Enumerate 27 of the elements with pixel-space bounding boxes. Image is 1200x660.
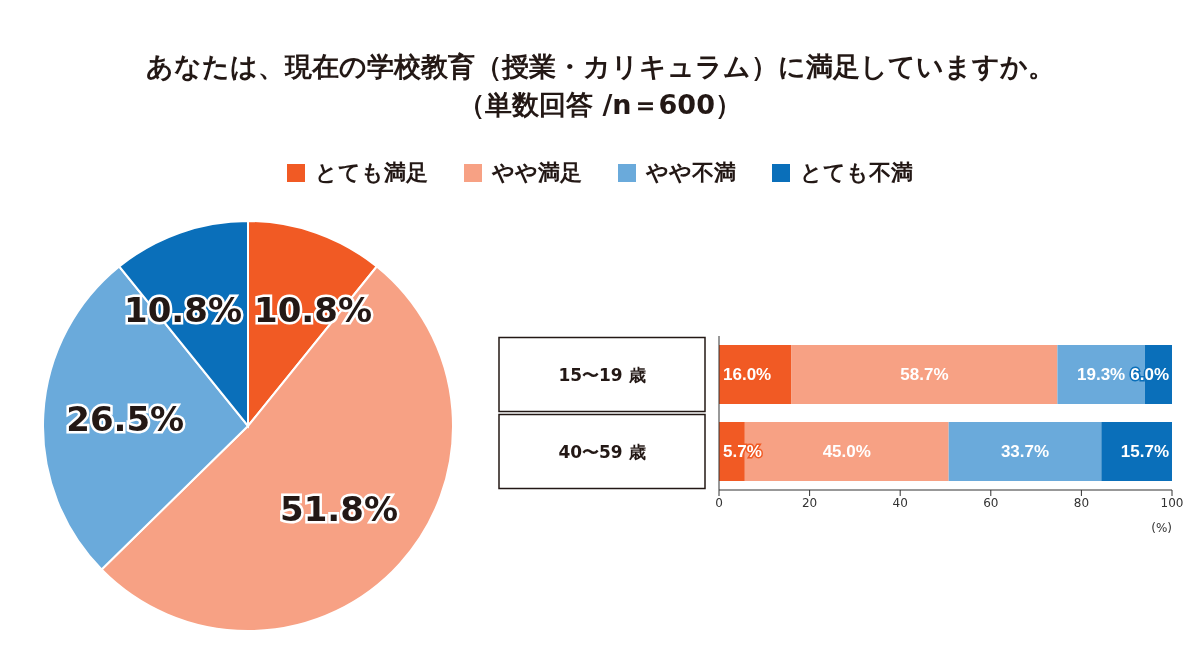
- bar: [948, 422, 1102, 481]
- legend-label: とても満足: [315, 159, 428, 187]
- bar: [791, 345, 1058, 404]
- chart-subtitle: （単数回答 /n＝600）: [457, 88, 743, 122]
- data-label: 51.8%: [280, 488, 399, 529]
- data-label: 6.0%: [1130, 365, 1169, 384]
- chart-title: あなたは、現在の学校教育（授業・カリキュラム）に満足していますか。: [144, 50, 1056, 84]
- x-tick-label: 40: [892, 495, 908, 510]
- x-tick-label: 100: [1160, 495, 1184, 510]
- legend-label: やや不満: [646, 159, 736, 187]
- y-tick-label: 15〜19 歳: [558, 364, 646, 385]
- x-tick-label: 20: [801, 495, 818, 510]
- data-label: 26.5%: [66, 398, 185, 439]
- data-label: 16.0%: [723, 365, 772, 384]
- data-label: 5.7%: [723, 442, 762, 461]
- x-tick-label: 60: [983, 495, 999, 510]
- data-label: 19.3%: [1077, 365, 1126, 384]
- data-label: 33.7%: [1000, 442, 1050, 461]
- data-label: 58.7%: [900, 365, 949, 384]
- x-tick-label: 0: [715, 495, 723, 510]
- legend-label: とても不満: [800, 159, 913, 187]
- x-axis-title: (%): [1151, 521, 1172, 535]
- legend-label: やや満足: [492, 159, 582, 187]
- data-label: 15.7%: [1120, 442, 1169, 461]
- data-label: 45.0%: [822, 442, 871, 461]
- x-tick-label: 80: [1073, 495, 1090, 510]
- y-tick-label: 40〜59 歳: [558, 441, 646, 462]
